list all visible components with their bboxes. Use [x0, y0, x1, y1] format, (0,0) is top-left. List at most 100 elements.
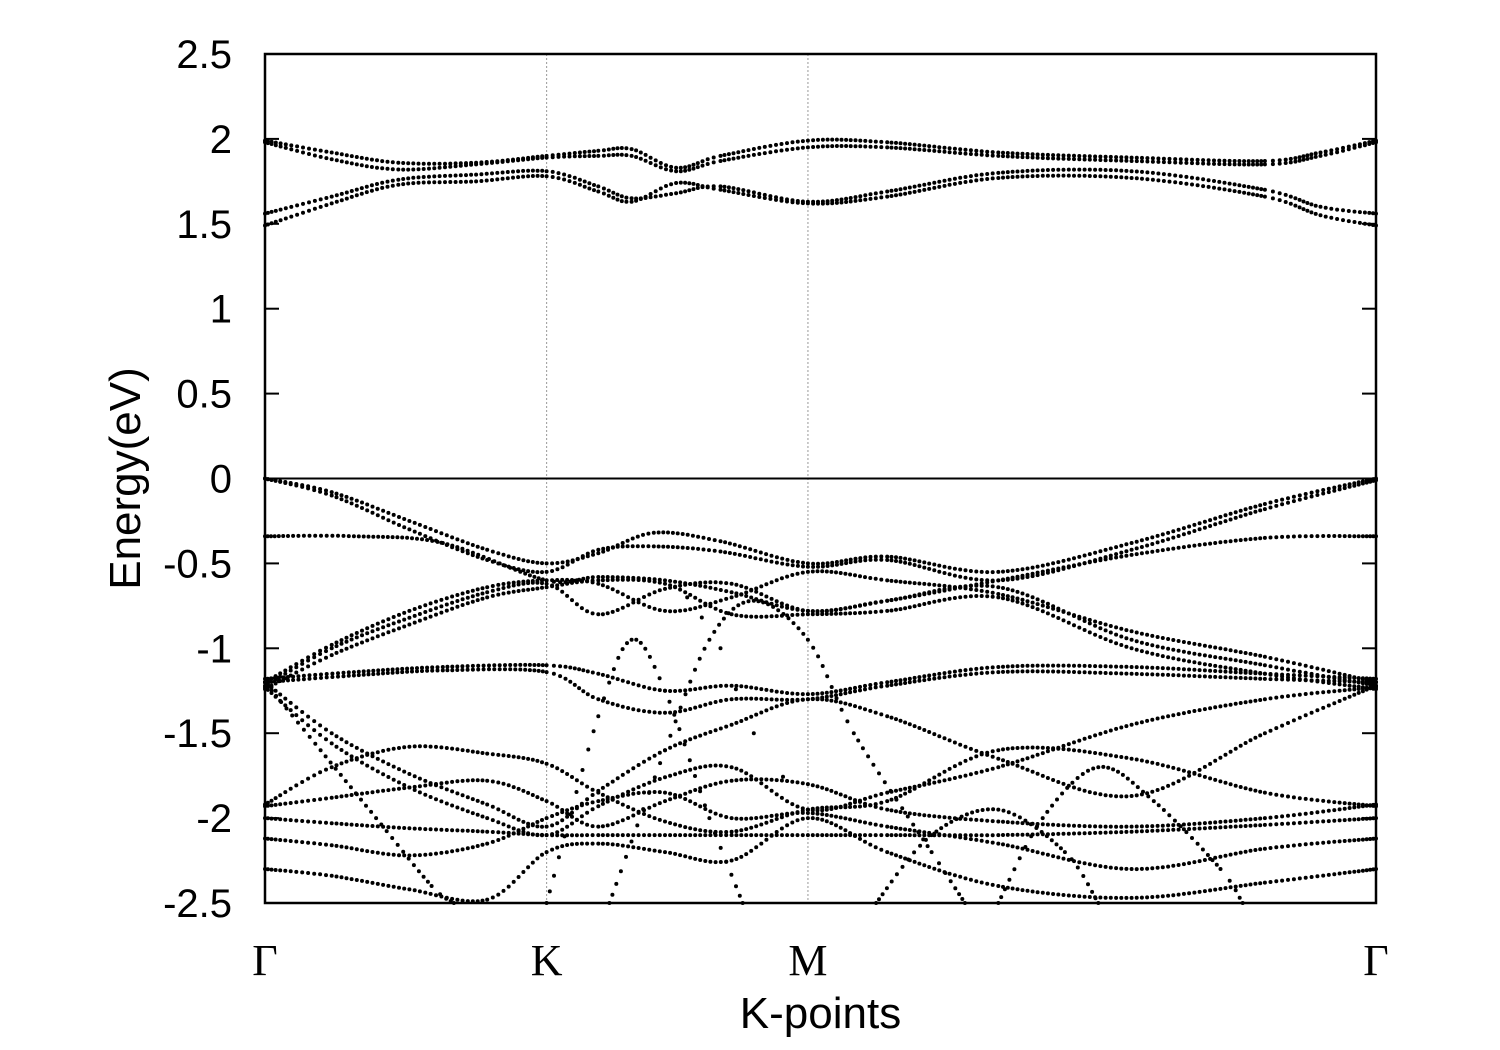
band-point [511, 583, 516, 588]
band-point [450, 543, 455, 548]
band-point [863, 193, 868, 198]
band-point [979, 880, 984, 885]
band-point [339, 159, 344, 164]
band-point [1253, 848, 1258, 852]
band-point [283, 671, 288, 676]
band-point [1243, 849, 1248, 854]
band-point [754, 696, 759, 701]
band-point [610, 795, 615, 800]
band-point [384, 829, 389, 834]
band-point [1035, 669, 1040, 674]
band-point [873, 845, 878, 850]
band-point [1274, 879, 1279, 884]
band-point [1093, 733, 1098, 738]
band-point [712, 548, 717, 553]
band-point [397, 885, 401, 890]
band-point [1015, 589, 1020, 594]
band-point [1045, 562, 1050, 567]
band-point [511, 826, 516, 831]
band-point [751, 598, 756, 603]
band-point [329, 490, 334, 495]
band-point [450, 789, 455, 794]
band-point [1015, 574, 1020, 579]
band-point [698, 704, 703, 709]
band-point [1030, 155, 1035, 160]
band-point [407, 887, 412, 892]
band-point [757, 145, 762, 150]
band-point [1140, 169, 1144, 174]
band-point [1045, 611, 1050, 616]
band-point [440, 668, 445, 673]
band-point [948, 879, 953, 884]
band-point [757, 152, 762, 156]
band-point [1020, 601, 1025, 606]
band-point [1321, 488, 1326, 492]
band-point [1223, 853, 1228, 858]
band-point [391, 852, 396, 857]
band-point [1341, 145, 1345, 150]
band-point [572, 175, 577, 180]
band-point [385, 535, 390, 539]
band-point [318, 489, 323, 494]
band-point [1337, 688, 1342, 693]
band-point [811, 645, 816, 650]
band-point [606, 545, 610, 550]
band-point [521, 870, 526, 874]
band-point [636, 708, 641, 713]
band-point [516, 817, 521, 822]
band-point [450, 668, 455, 673]
band-point [1303, 492, 1308, 496]
band-point [958, 180, 963, 185]
band-point [1362, 143, 1367, 148]
band-point [365, 508, 370, 513]
band-point [354, 635, 359, 640]
band-point [790, 559, 795, 564]
band-point [365, 752, 370, 757]
band-point [693, 774, 697, 778]
band-point [663, 790, 667, 795]
band-point [344, 635, 349, 640]
band-point [1242, 159, 1247, 164]
band-point [360, 506, 364, 510]
band-point [402, 517, 407, 521]
band-point [324, 675, 329, 680]
band-point [1156, 156, 1161, 161]
band-point [912, 724, 917, 729]
band-point [917, 812, 922, 817]
band-point [1069, 857, 1074, 862]
band-point [1197, 652, 1202, 657]
band-point [492, 559, 497, 564]
band-point [1238, 785, 1243, 789]
band-point [1208, 825, 1213, 830]
band-point [272, 534, 277, 539]
band-point [1268, 791, 1273, 796]
band-point [1248, 738, 1253, 743]
band-point [756, 599, 761, 604]
band-point [1045, 749, 1050, 754]
band-point [652, 790, 657, 794]
band-point [958, 147, 963, 152]
band-point [480, 829, 485, 834]
band-point [879, 145, 884, 150]
band-point [339, 875, 344, 880]
band-point [1010, 151, 1015, 156]
band-point [762, 196, 767, 200]
band-point [774, 704, 779, 709]
band-point [423, 744, 428, 749]
band-point [301, 210, 305, 215]
band-point [843, 606, 848, 611]
band-point [366, 672, 371, 677]
band-point [1259, 159, 1264, 164]
band-point [1056, 167, 1061, 172]
band-point [344, 190, 349, 195]
band-point [707, 537, 711, 541]
band-point [412, 774, 417, 779]
band-point [1119, 155, 1124, 160]
band-point [642, 759, 646, 764]
band-point [1213, 645, 1218, 650]
band-point [974, 588, 979, 592]
band-point [530, 793, 535, 797]
band-point [688, 582, 693, 586]
band-point [664, 163, 668, 168]
band-point [932, 589, 937, 594]
